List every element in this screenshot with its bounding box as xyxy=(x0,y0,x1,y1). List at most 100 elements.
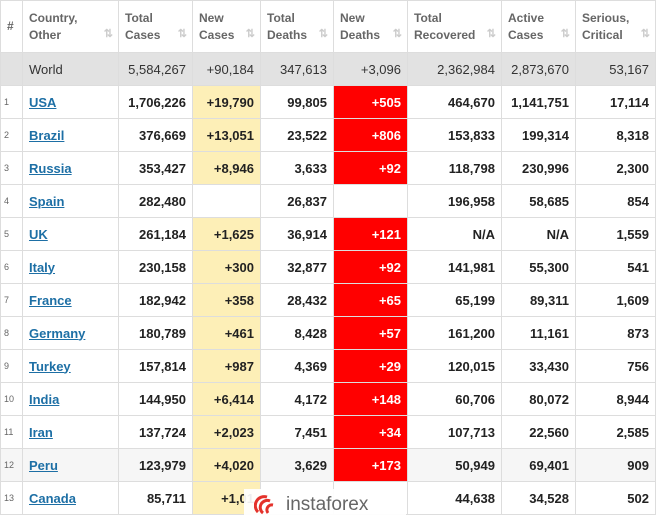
country-link[interactable]: UK xyxy=(29,226,48,242)
cell: 2,873,670 xyxy=(501,52,576,86)
rank-cell: 12 xyxy=(0,448,23,482)
country-link[interactable]: Peru xyxy=(29,457,58,473)
country-cell: Turkey xyxy=(22,349,119,383)
cell: +806 xyxy=(333,118,408,152)
cell: 153,833 xyxy=(407,118,502,152)
cell: 53,167 xyxy=(575,52,656,86)
cell: +65 xyxy=(333,283,408,317)
cell: 69,401 xyxy=(501,448,576,482)
cell: 107,713 xyxy=(407,415,502,449)
rank-cell: 6 xyxy=(0,250,23,284)
header-text: Active xyxy=(508,10,545,25)
watermark-logo xyxy=(254,495,274,515)
country-link[interactable]: USA xyxy=(29,94,57,110)
stats-table: # Country, Other ⇅ Total Cases ⇅ New Cases ⇅ Total… xyxy=(0,0,656,515)
country-cell: Peru xyxy=(22,448,119,482)
country-row: 9 Turkey 157,814 +987 4,369 +29 120,015 33,430 7… xyxy=(0,349,656,383)
cell: 464,670 xyxy=(407,85,502,119)
column-header[interactable]: Active Cases ⇅ xyxy=(501,0,576,53)
cell: 34,528 xyxy=(501,481,576,515)
cell: +121 xyxy=(333,217,408,251)
cell: N/A xyxy=(407,217,502,251)
cell xyxy=(333,184,408,218)
country-row: 4 Spain 282,480 26,837 196,958 58,685 854 xyxy=(0,184,656,218)
sort-icon: ⇅ xyxy=(245,28,255,40)
cell: +505 xyxy=(333,85,408,119)
sort-icon: ⇅ xyxy=(486,28,496,40)
header-text: Country, xyxy=(29,10,78,25)
column-header[interactable]: New Deaths ⇅ xyxy=(333,0,408,53)
rank-cell: 3 xyxy=(0,151,23,185)
cell: 3,629 xyxy=(260,448,334,482)
column-header[interactable]: Total Recovered ⇅ xyxy=(407,0,502,53)
cell: 2,300 xyxy=(575,151,656,185)
cell: 23,522 xyxy=(260,118,334,152)
cell: +3,096 xyxy=(333,52,408,86)
sort-icon: ⇅ xyxy=(560,28,570,40)
column-header[interactable]: Total Deaths ⇅ xyxy=(260,0,334,53)
cell: 11,161 xyxy=(501,316,576,350)
cell: 137,724 xyxy=(118,415,193,449)
country-link[interactable]: Turkey xyxy=(29,358,71,374)
country-link[interactable]: India xyxy=(29,391,60,407)
rank-cell: 9 xyxy=(0,349,23,383)
column-header[interactable]: Total Cases ⇅ xyxy=(118,0,193,53)
cell: +19,790 xyxy=(192,85,261,119)
header-text: New xyxy=(340,10,365,25)
column-header[interactable]: Country, Other ⇅ xyxy=(22,0,119,53)
country-cell: World xyxy=(22,52,119,86)
cell: 44,638 xyxy=(407,481,502,515)
cell: 2,585 xyxy=(575,415,656,449)
cell: 1,141,751 xyxy=(501,85,576,119)
country-link[interactable]: Germany xyxy=(29,325,86,341)
cell: 3,633 xyxy=(260,151,334,185)
country-cell: India xyxy=(22,382,119,416)
country-link[interactable]: Iran xyxy=(29,424,53,440)
column-header[interactable]: New Cases ⇅ xyxy=(192,0,261,53)
cell: 157,814 xyxy=(118,349,193,383)
sort-icon: ⇅ xyxy=(177,28,187,40)
cell: +358 xyxy=(192,283,261,317)
cell: 28,432 xyxy=(260,283,334,317)
country-row: 12 Peru 123,979 +4,020 3,629 +173 50,949 69,401… xyxy=(0,448,656,482)
cell: N/A xyxy=(501,217,576,251)
country-link[interactable]: Italy xyxy=(29,259,56,275)
cell: +29 xyxy=(333,349,408,383)
country-cell: Russia xyxy=(22,151,119,185)
cell: +90,184 xyxy=(192,52,261,86)
cell: +92 xyxy=(333,151,408,185)
column-header[interactable]: Serious, Critical ⇅ xyxy=(575,0,656,53)
cell: 182,942 xyxy=(118,283,193,317)
cell: 180,789 xyxy=(118,316,193,350)
cell: 199,314 xyxy=(501,118,576,152)
cell: 4,369 xyxy=(260,349,334,383)
cell: 26,837 xyxy=(260,184,334,218)
country-link[interactable]: France xyxy=(29,292,72,308)
sort-icon: ⇅ xyxy=(318,28,328,40)
country-link[interactable]: Brazil xyxy=(29,127,65,143)
country-row: 10 India 144,950 +6,414 4,172 +148 60,706 80,07… xyxy=(0,382,656,416)
cell: 541 xyxy=(575,250,656,284)
cell: +300 xyxy=(192,250,261,284)
cell: 123,979 xyxy=(118,448,193,482)
cell: +461 xyxy=(192,316,261,350)
cell: 873 xyxy=(575,316,656,350)
header-text: Total xyxy=(267,10,295,25)
rank-cell: 10 xyxy=(0,382,23,416)
cell: 1,609 xyxy=(575,283,656,317)
cell: 347,613 xyxy=(260,52,334,86)
cell: +8,946 xyxy=(192,151,261,185)
country-link[interactable]: Russia xyxy=(29,160,72,176)
cell: 50,949 xyxy=(407,448,502,482)
cell: +987 xyxy=(192,349,261,383)
rank-cell: 1 xyxy=(0,85,23,119)
world-row: World 5,584,267 +90,184 347,613 +3,096 2,362,… xyxy=(0,52,656,86)
header-text: Serious, xyxy=(582,10,630,25)
cell: 353,427 xyxy=(118,151,193,185)
cell: 22,560 xyxy=(501,415,576,449)
cell: 230,158 xyxy=(118,250,193,284)
country-link[interactable]: Canada xyxy=(29,490,76,506)
country-link[interactable]: Spain xyxy=(29,193,65,209)
cell: 32,877 xyxy=(260,250,334,284)
cell: 8,944 xyxy=(575,382,656,416)
